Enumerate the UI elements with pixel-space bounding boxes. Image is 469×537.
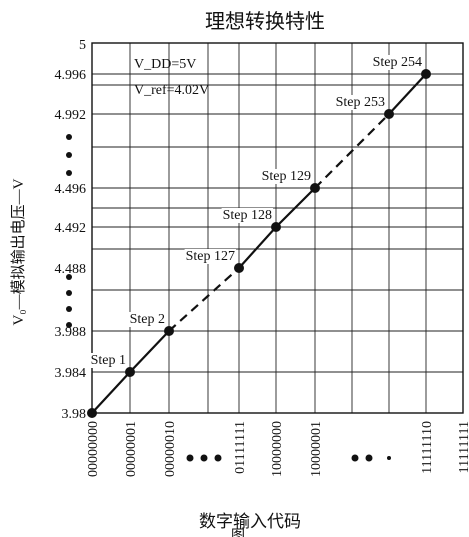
step-label: Step 1 bbox=[91, 353, 126, 368]
y-tick-label: 3.98 bbox=[62, 407, 87, 422]
step-label: Step 128 bbox=[223, 208, 272, 223]
data-point bbox=[384, 109, 394, 119]
step-labels: Step 1 Step 2 Step 127 Step 128 Step 129 Step… bbox=[89, 55, 423, 368]
ellipsis-dot bbox=[365, 454, 373, 462]
data-point bbox=[164, 326, 174, 336]
data-point bbox=[234, 263, 244, 273]
x-tick-label: 10000001 bbox=[309, 421, 324, 477]
y-tick-label: 3.988 bbox=[55, 325, 87, 340]
y-tick-label: 3.984 bbox=[55, 366, 87, 381]
ellipsis-dot bbox=[66, 170, 72, 176]
step-label-bg bbox=[260, 169, 312, 184]
y-tick-label: 4.492 bbox=[55, 221, 87, 236]
series-line-dashed bbox=[168, 267, 240, 332]
step-label-bg bbox=[221, 208, 273, 223]
x-tick-label: 00000001 bbox=[124, 421, 139, 477]
vref-annotation: V_ref=4.02V bbox=[134, 83, 209, 98]
data-point bbox=[310, 183, 320, 193]
ellipsis-dot bbox=[66, 322, 72, 328]
step-label-bg bbox=[334, 95, 386, 110]
x-axis-ellipsis bbox=[351, 454, 391, 462]
data-point bbox=[421, 69, 431, 79]
x-tick-label: 00000010 bbox=[163, 421, 178, 477]
x-tick-label: 10000000 bbox=[270, 421, 285, 477]
x-tick-label: 11111111 bbox=[457, 421, 469, 473]
y-axis-ellipsis bbox=[66, 134, 72, 176]
ellipsis-dot bbox=[200, 454, 208, 462]
plot-frame bbox=[91, 42, 464, 414]
y-axis-ellipsis bbox=[66, 274, 72, 328]
data-point bbox=[271, 222, 281, 232]
step-label-bg bbox=[184, 249, 236, 264]
ellipsis-dot bbox=[214, 454, 222, 462]
step-label-bg bbox=[128, 312, 166, 327]
data-point bbox=[125, 367, 135, 377]
ellipsis-dot bbox=[66, 134, 72, 140]
y-axis-label: V₀—模拟输出电压—V bbox=[10, 178, 27, 325]
chart-title: 理想转换特性 bbox=[205, 10, 325, 33]
vdd-annotation: V_DD=5V bbox=[134, 57, 196, 72]
step-label: Step 253 bbox=[336, 95, 385, 110]
y-tick-label: 4.996 bbox=[55, 68, 87, 83]
ellipsis-dot bbox=[186, 454, 194, 462]
grid-lines bbox=[92, 43, 463, 413]
step-label-bg bbox=[371, 55, 423, 70]
x-tick-label: 01111111 bbox=[233, 421, 248, 474]
ellipsis-dot bbox=[66, 274, 72, 280]
x-tick-label: 11111110 bbox=[420, 421, 435, 474]
step-label: Step 127 bbox=[186, 249, 235, 264]
ellipsis-dot bbox=[387, 456, 391, 460]
step-label: Step 254 bbox=[373, 55, 422, 70]
series-line-solid bbox=[388, 73, 427, 115]
x-axis-label: 数字输入代码 bbox=[199, 512, 301, 531]
y-tick-label: 4.496 bbox=[55, 182, 87, 197]
x-axis-ellipsis bbox=[186, 454, 222, 462]
step-label: Step 129 bbox=[262, 169, 311, 184]
series-line-dashed bbox=[314, 113, 390, 189]
y-tick-label: 5 bbox=[79, 38, 86, 53]
y-axis-ticks: 3.98 3.984 3.988 4.488 4.492 4.496 4.992 4.996 5 bbox=[55, 38, 87, 422]
ellipsis-dot bbox=[66, 290, 72, 296]
data-markers bbox=[87, 69, 431, 418]
x-axis-ticks: 00000000 00000001 00000010 01111111 10000000… bbox=[86, 421, 469, 477]
figure-mark: 图 bbox=[231, 529, 245, 537]
x-tick-label: 00000000 bbox=[86, 421, 101, 477]
ellipsis-dot bbox=[66, 152, 72, 158]
step-label: Step 2 bbox=[130, 312, 165, 327]
ellipsis-dot bbox=[66, 306, 72, 312]
y-tick-label: 4.488 bbox=[55, 262, 87, 277]
y-tick-label: 4.992 bbox=[55, 108, 87, 123]
ellipsis-dot bbox=[351, 454, 359, 462]
step-label-bg bbox=[89, 353, 127, 368]
